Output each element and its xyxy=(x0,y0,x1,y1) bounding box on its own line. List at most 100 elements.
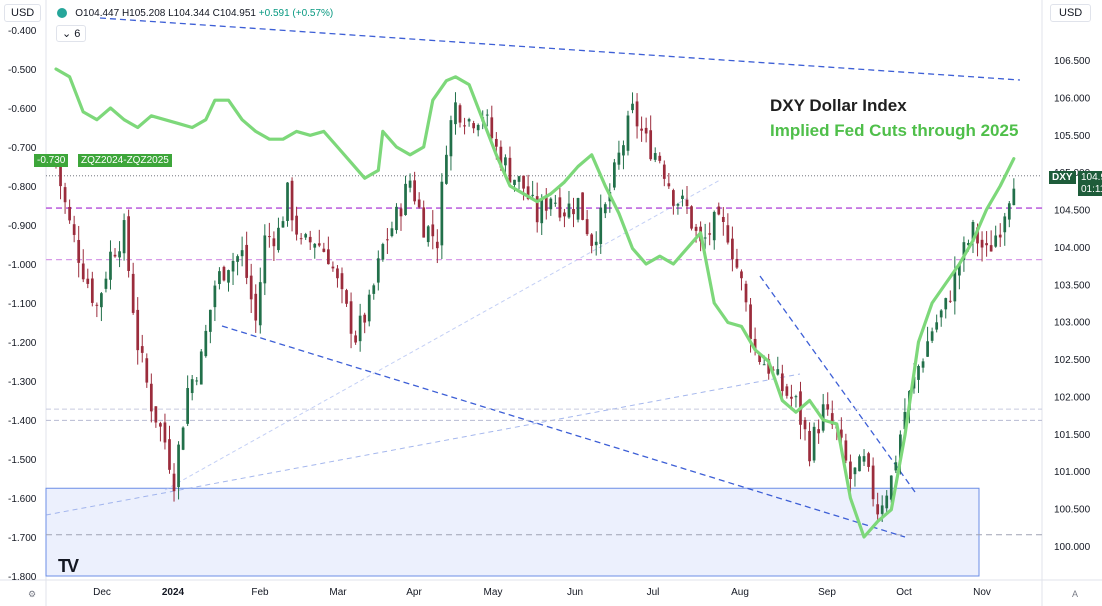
candle xyxy=(581,192,584,221)
candle-body xyxy=(703,237,707,239)
candle xyxy=(744,280,748,312)
candle-body xyxy=(426,226,430,243)
candle xyxy=(853,467,857,487)
candle xyxy=(522,175,525,201)
right-currency-button[interactable]: USD xyxy=(1050,4,1092,22)
candle-body xyxy=(263,235,267,284)
left-currency-button[interactable]: USD xyxy=(4,4,42,22)
candle-body xyxy=(336,268,339,279)
candle-body xyxy=(154,406,158,423)
auto-scale-icon[interactable]: A xyxy=(1072,589,1079,599)
candle-body xyxy=(431,224,435,237)
candle xyxy=(844,433,848,464)
candle-body xyxy=(853,467,857,475)
right-axis-tick: 100.000 xyxy=(1054,542,1091,553)
candle xyxy=(653,147,657,163)
candle xyxy=(258,267,262,334)
candle xyxy=(935,314,939,333)
candle xyxy=(780,364,784,401)
candle xyxy=(231,252,235,286)
candle-body xyxy=(617,152,621,165)
candle-body xyxy=(267,236,271,238)
candle-body xyxy=(894,462,898,471)
candle xyxy=(254,284,258,333)
candle-body xyxy=(327,249,330,265)
ohlc-low: 104.344 xyxy=(173,7,210,19)
candle xyxy=(286,182,289,227)
candle-body xyxy=(422,207,426,238)
candle xyxy=(113,248,117,258)
candle-body xyxy=(712,211,716,241)
candle-body xyxy=(844,440,848,461)
candle-body xyxy=(717,206,721,215)
candle xyxy=(431,210,435,250)
candle-body xyxy=(944,298,948,310)
candle xyxy=(267,222,271,248)
candle xyxy=(817,419,821,444)
candle-body xyxy=(458,105,462,123)
candle xyxy=(381,242,385,262)
candle xyxy=(867,451,870,472)
candle-body xyxy=(240,250,244,257)
candle-body xyxy=(658,155,662,161)
candle-body xyxy=(208,309,212,332)
candle xyxy=(149,373,153,423)
left-series-label: ZQZ2024-ZQZ2025 xyxy=(78,154,172,167)
candle xyxy=(948,290,952,304)
candle-body xyxy=(140,346,144,353)
timezone-icon[interactable]: ⚙ xyxy=(28,589,37,599)
candle-body xyxy=(1003,216,1007,233)
candle xyxy=(349,292,353,349)
candle-body xyxy=(926,341,929,357)
candle xyxy=(876,492,880,522)
candle xyxy=(885,490,889,513)
candle-body xyxy=(985,243,988,246)
candle xyxy=(839,417,843,444)
candle xyxy=(136,297,140,365)
left-axis-tick: -0.900 xyxy=(8,221,37,232)
candle-body xyxy=(967,243,970,246)
candle-body xyxy=(213,285,217,308)
candle-body xyxy=(381,244,385,260)
left-axis-tick: -1.400 xyxy=(8,416,37,427)
candle-body xyxy=(917,365,920,380)
candle xyxy=(195,377,199,386)
candle-body xyxy=(903,411,907,430)
indicator-toggle[interactable]: ⌄ 6 xyxy=(56,25,87,42)
candle-body xyxy=(372,285,376,294)
candle xyxy=(767,353,771,380)
candle xyxy=(331,261,335,272)
candle xyxy=(181,426,185,451)
candle xyxy=(590,233,594,254)
candle xyxy=(249,263,253,314)
candle xyxy=(708,222,712,246)
candle xyxy=(404,175,407,216)
candle xyxy=(703,223,707,250)
candle xyxy=(81,249,85,283)
candle xyxy=(68,199,71,224)
candle xyxy=(971,219,975,254)
candle xyxy=(445,145,448,185)
candle-body xyxy=(613,162,616,188)
candle xyxy=(77,225,81,278)
candle xyxy=(327,236,330,265)
candle-body xyxy=(68,206,71,221)
candle xyxy=(544,188,548,220)
candle xyxy=(572,197,575,228)
ohlc-open: 104.447 xyxy=(83,7,120,19)
candle-body xyxy=(780,373,784,392)
candle xyxy=(304,232,308,240)
right-axis-tick: 104.500 xyxy=(1054,206,1091,217)
candle xyxy=(726,213,730,245)
candle-body xyxy=(395,206,398,231)
right-axis-tick: 105.500 xyxy=(1054,131,1091,142)
candle-body xyxy=(572,209,575,215)
candle-body xyxy=(935,322,939,330)
support-zone xyxy=(45,487,980,577)
candle xyxy=(826,392,830,416)
candle-body xyxy=(408,180,412,188)
candle xyxy=(998,223,1002,247)
candle xyxy=(367,289,371,327)
candle xyxy=(422,200,426,238)
candle-body xyxy=(740,271,743,279)
